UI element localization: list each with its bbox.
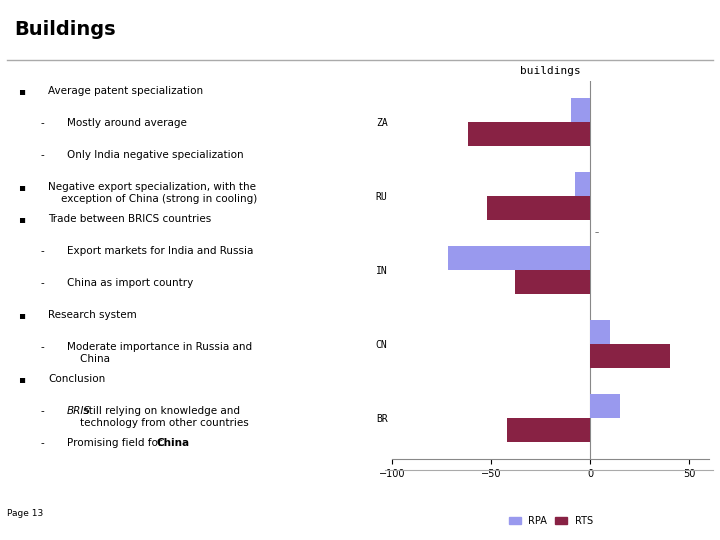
- Text: -: -: [41, 406, 45, 416]
- Text: ▪: ▪: [19, 182, 25, 192]
- Text: Average patent specialization: Average patent specialization: [48, 86, 204, 96]
- Text: Only India negative specialization: Only India negative specialization: [67, 150, 244, 160]
- Text: China as import country: China as import country: [67, 278, 194, 288]
- Text: Mostly around average: Mostly around average: [67, 118, 187, 128]
- Text: ▪: ▪: [19, 214, 25, 224]
- Text: -: -: [41, 118, 45, 128]
- Text: Buildings: Buildings: [14, 19, 116, 39]
- Bar: [590, 344, 670, 368]
- Text: -: -: [41, 150, 45, 160]
- Text: Conclusion: Conclusion: [48, 374, 106, 384]
- Legend: RPA, RTS: RPA, RTS: [505, 512, 597, 530]
- Bar: [571, 98, 590, 122]
- Text: Page 13: Page 13: [7, 509, 43, 517]
- Bar: [448, 246, 590, 270]
- Text: BRIS: BRIS: [67, 406, 91, 416]
- Text: Export markets for India and Russia: Export markets for India and Russia: [67, 246, 253, 256]
- Text: –: –: [594, 228, 598, 238]
- Bar: [590, 394, 620, 418]
- Text: -: -: [41, 278, 45, 288]
- Text: China: China: [157, 438, 190, 448]
- Text: ▪: ▪: [19, 310, 25, 320]
- Bar: [575, 172, 590, 196]
- Text: -: -: [41, 342, 45, 352]
- Text: ▪: ▪: [19, 374, 25, 384]
- Bar: [590, 320, 611, 344]
- Text: Moderate importance in Russia and
    China: Moderate importance in Russia and China: [67, 342, 252, 363]
- Text: Negative export specialization, with the
    exception of China (strong in cooli: Negative export specialization, with the…: [48, 182, 258, 204]
- Text: Promising field for: Promising field for: [67, 438, 166, 448]
- Text: Trade between BRICS countries: Trade between BRICS countries: [48, 214, 212, 224]
- Bar: [487, 196, 590, 220]
- Text: -: -: [41, 438, 45, 448]
- Text: ▪: ▪: [19, 86, 25, 96]
- Title: buildings: buildings: [521, 66, 581, 76]
- Bar: [508, 418, 590, 442]
- Text: -: -: [41, 246, 45, 256]
- Text: still relying on knowledge and
    technology from other countries: still relying on knowledge and technolog…: [67, 406, 249, 428]
- Bar: [516, 270, 590, 294]
- Text: Research system: Research system: [48, 310, 137, 320]
- Bar: [468, 122, 590, 146]
